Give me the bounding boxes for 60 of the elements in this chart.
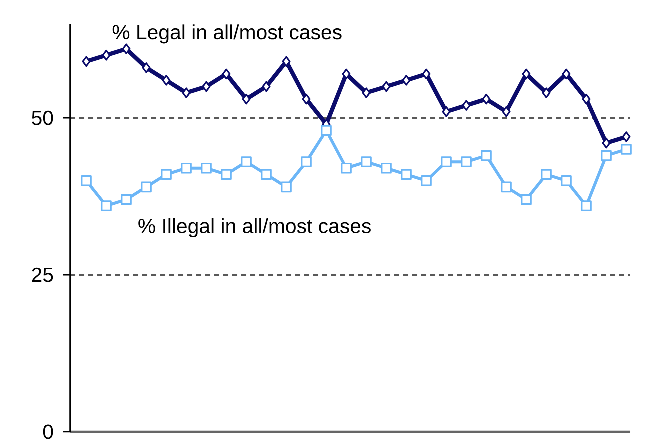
point [341, 162, 352, 174]
point [282, 56, 291, 68]
point [262, 81, 271, 92]
point [321, 125, 332, 136]
point [81, 176, 92, 186]
point [461, 156, 472, 168]
point [601, 150, 612, 162]
point [82, 56, 91, 68]
point [161, 169, 172, 180]
point [622, 132, 631, 142]
point [201, 162, 212, 174]
series-label: % Legal in all/most cases [112, 24, 342, 44]
point [181, 162, 192, 174]
point [482, 94, 491, 105]
point [242, 94, 251, 105]
point [222, 68, 231, 80]
point [422, 68, 431, 80]
point [442, 106, 451, 118]
point [302, 94, 311, 105]
point [582, 94, 591, 105]
point [421, 176, 432, 186]
point [121, 194, 132, 206]
y-tick-label: 0 [43, 424, 54, 440]
point [462, 100, 471, 111]
point [261, 169, 272, 180]
point [142, 62, 151, 74]
point [581, 200, 592, 212]
point [162, 75, 171, 86]
point [522, 68, 531, 80]
point [101, 200, 112, 212]
point [602, 138, 611, 149]
point [621, 144, 632, 155]
y-tick-label: 50 [32, 110, 54, 126]
point [361, 156, 372, 168]
point [402, 75, 411, 86]
point [561, 176, 572, 186]
point [541, 169, 552, 180]
point [122, 44, 131, 54]
point [401, 169, 412, 180]
point [501, 182, 512, 193]
point [182, 88, 191, 98]
series-label: % Illegal in all/most cases [138, 218, 371, 238]
point [382, 81, 391, 92]
point [521, 194, 532, 206]
point [202, 81, 211, 92]
point [481, 150, 492, 162]
point [542, 88, 551, 98]
point [441, 156, 452, 168]
y-tick-label: 25 [32, 268, 54, 282]
point [502, 106, 511, 118]
point [301, 156, 312, 168]
point [281, 182, 292, 193]
point [221, 169, 232, 180]
point [102, 50, 111, 61]
point [342, 68, 351, 80]
point [362, 88, 371, 98]
point [562, 68, 571, 80]
point [141, 182, 152, 193]
point [381, 162, 392, 174]
point [241, 156, 252, 168]
